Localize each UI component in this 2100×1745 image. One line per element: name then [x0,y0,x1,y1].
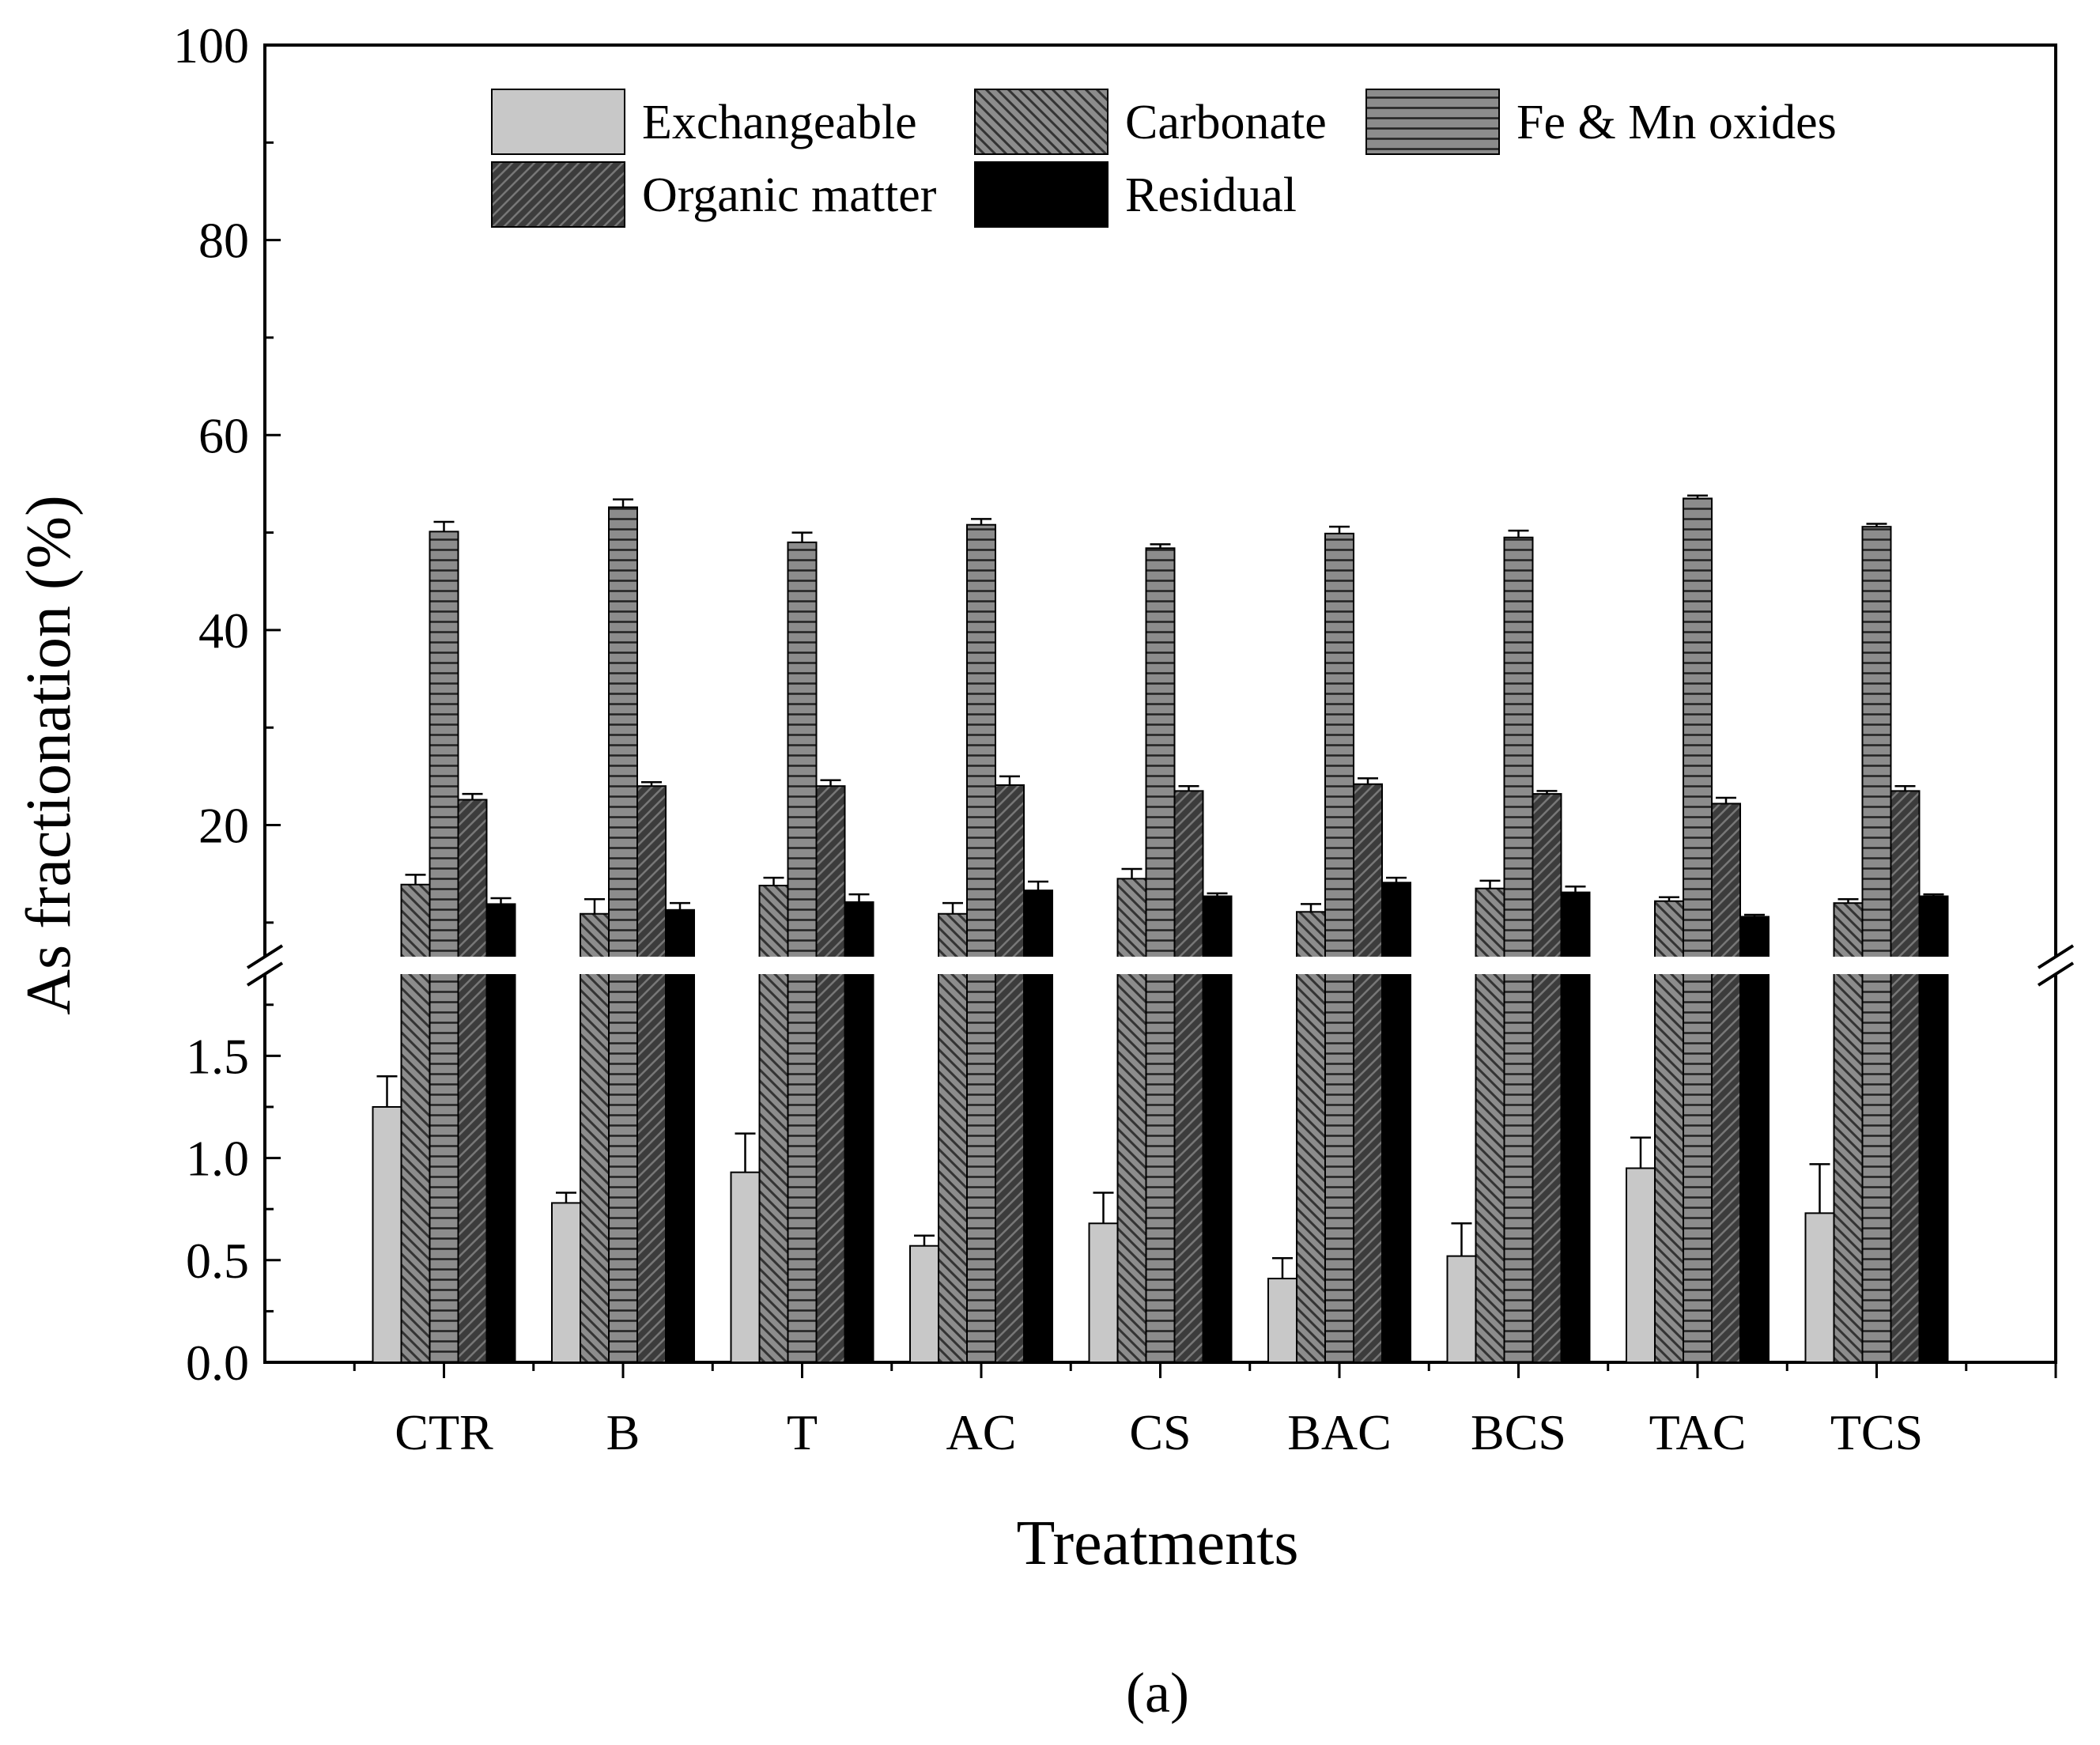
bar-b-fe-mn-oxides [608,506,638,1363]
y-tick-label: 1.5 [186,1028,249,1084]
break-slash [246,961,284,987]
bar-tcs-fe-mn-oxides [1861,526,1892,1363]
y-tick-label: 1.0 [186,1131,249,1187]
figure-label: (a) [1126,1661,1189,1724]
category-labels: CTR B T AC CS BAC BCS TAC TCS [395,1404,1923,1460]
x-tick-label: T [787,1404,818,1460]
x-tick-label: AC [946,1404,1017,1460]
bar-tcs-exchangeable [1804,1212,1835,1364]
y-tick-label: 20 [198,798,249,854]
bar-cs-exchangeable [1088,1222,1119,1363]
break-gap [233,957,2087,974]
bar-tac-fe-mn-oxides [1683,497,1713,1363]
bar-tac-residual [1739,916,1770,1364]
bar-ac-carbonate [938,912,968,1364]
bar-bcs-fe-mn-oxides [1503,536,1534,1363]
legend-swatch [974,89,1109,155]
legend-label: Residual [1125,168,1297,222]
legend: Exchangeable Carbonate Fe & Mn oxides Organ… [491,89,1837,228]
legend-swatch [974,161,1109,228]
bar-tcs-carbonate [1833,902,1864,1364]
bar-ctr-carbonate [400,883,431,1364]
bar-cs-fe-mn-oxides [1145,547,1176,1364]
bar-cs-carbonate [1116,878,1147,1363]
bar-b-exchangeable [551,1202,581,1363]
y-axis-title: As fractionation (%) [14,495,84,1015]
x-tick-label: BAC [1287,1404,1392,1460]
bar-bac-organic-matter [1353,783,1383,1363]
bars-layer [372,494,1949,1364]
x-axis-title: Treatments [1016,1509,1298,1578]
bar-t-fe-mn-oxides [787,541,818,1364]
x-tick-label: CTR [395,1404,493,1460]
bar-bac-residual [1381,882,1411,1364]
bar-ctr-organic-matter [457,799,488,1363]
bar-b-organic-matter [636,785,667,1363]
bar-bac-exchangeable [1267,1278,1297,1363]
bar-bac-fe-mn-oxides [1324,532,1354,1363]
y-tick-label: 0.0 [186,1335,249,1391]
break-slash [246,944,284,969]
bar-tac-organic-matter [1711,803,1741,1363]
bar-cs-organic-matter [1173,790,1204,1363]
x-tick-label: B [606,1404,640,1460]
bar-ac-fe-mn-oxides [966,523,996,1363]
break-slash [2037,961,2075,987]
break-slash [2037,944,2075,969]
bar-b-carbonate [580,912,610,1364]
axes-layer [265,43,2057,1378]
legend-label: Organic matter [642,168,937,222]
bar-bcs-exchangeable [1446,1255,1477,1364]
bar-tcs-organic-matter [1890,790,1921,1363]
x-tick-label: TCS [1830,1404,1923,1460]
legend-label: Fe & Mn oxides [1516,96,1837,149]
y-tick-label: 0.5 [186,1233,249,1289]
bar-t-organic-matter [815,785,846,1363]
legend-label: Carbonate [1125,96,1327,149]
bar-t-exchangeable [730,1171,761,1364]
bar-ac-exchangeable [909,1245,939,1363]
legend-swatch [1365,89,1500,155]
bar-ctr-fe-mn-oxides [429,531,459,1363]
bar-ctr-residual [485,903,516,1364]
x-tick-label: BCS [1471,1404,1566,1460]
axis-break-band [233,944,2087,987]
legend-swatch [491,89,625,155]
bar-b-residual [665,908,695,1364]
y-tick-label: 80 [198,213,249,269]
bar-bac-carbonate [1296,911,1326,1364]
bar-tac-carbonate [1654,900,1684,1364]
bar-ac-organic-matter [995,784,1025,1363]
y-tick-label: 60 [198,407,249,463]
bar-tac-exchangeable [1626,1167,1656,1363]
legend-swatch [491,161,625,228]
x-tick-label: CS [1129,1404,1191,1460]
y-tick-label: 40 [198,602,249,659]
bar-t-residual [844,901,874,1364]
bar-bcs-organic-matter [1532,793,1562,1363]
tick-labels: 0.0 0.5 1.0 1.5 20 40 60 80 100 [173,17,249,1391]
x-tick-label: TAC [1649,1404,1747,1460]
bar-ctr-exchangeable [372,1105,402,1363]
y-tick-label: 100 [173,17,249,74]
legend-label: Exchangeable [642,96,917,149]
